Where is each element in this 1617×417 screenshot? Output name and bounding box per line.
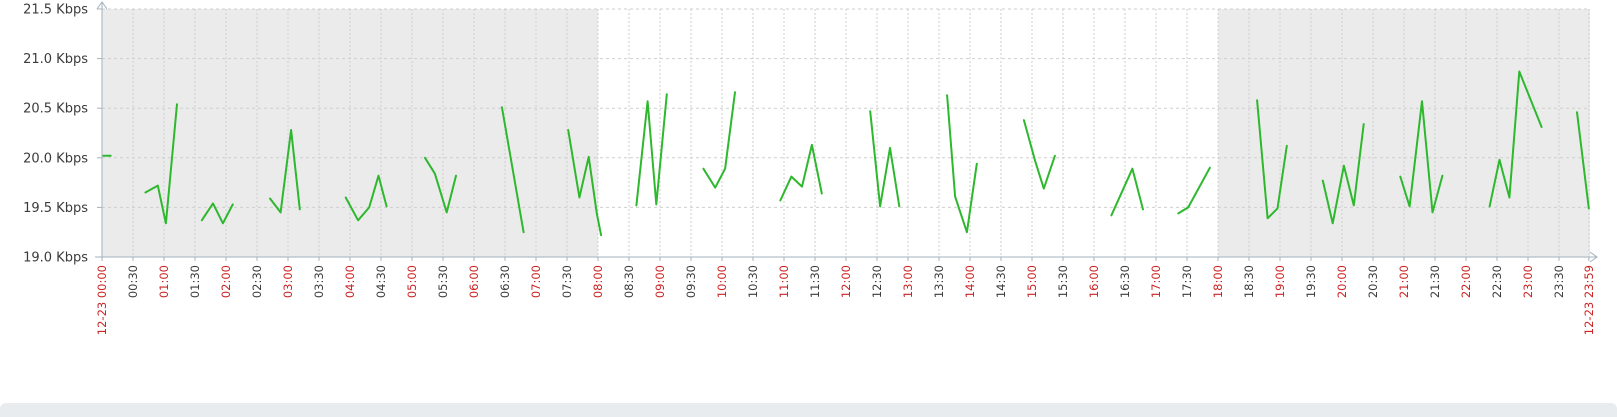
x-tick-label: 01:00 <box>157 265 171 298</box>
x-tick-label: 12:00 <box>839 265 853 298</box>
x-tick-label: 20:00 <box>1335 265 1349 298</box>
x-tick-label: 11:30 <box>808 265 822 298</box>
x-tick-label: 06:30 <box>498 265 512 298</box>
axes <box>95 1 1598 263</box>
x-tick-label: 13:30 <box>932 265 946 298</box>
x-tick-label: 12-23 00:00 <box>95 265 109 335</box>
x-tick-label: 09:00 <box>653 265 667 298</box>
x-tick-label: 11:00 <box>777 265 791 298</box>
x-tick-label: 17:00 <box>1149 265 1163 298</box>
x-tick-label: 19:00 <box>1273 265 1287 298</box>
x-tick-label: 15:30 <box>1056 265 1070 298</box>
x-tick-label: 02:00 <box>219 265 233 298</box>
x-tick-label: 14:30 <box>994 265 1008 298</box>
series-line <box>102 70 1590 237</box>
legend: 26600) Bits received [все] посл 19.5 Kbp… <box>0 340 1617 402</box>
x-axis-labels: 12-23 00:00 00:30 01:00 01:30 02:00 02:30 03:0… <box>95 265 1596 335</box>
y-tick-label: 19.5 Kbps <box>23 201 88 216</box>
x-tick-label: 10:00 <box>715 265 729 298</box>
y-tick-label: 20.0 Kbps <box>23 151 88 166</box>
x-tick-label: 14:00 <box>963 265 977 298</box>
x-tick-label: 06:00 <box>467 265 481 298</box>
x-tick-label: 04:00 <box>343 265 357 298</box>
x-tick-label: 07:00 <box>529 265 543 298</box>
x-tick-label: 00:30 <box>126 265 140 298</box>
x-tick-label: 22:30 <box>1490 265 1504 298</box>
x-tick-label: 01:30 <box>188 265 202 298</box>
y-axis-arrow-icon <box>96 1 108 10</box>
x-tick-label: 18:00 <box>1211 265 1225 298</box>
y-tick-label: 19.0 Kbps <box>23 251 88 266</box>
x-tick-label: 18:30 <box>1242 265 1256 298</box>
x-tick-label: 23:00 <box>1521 265 1535 298</box>
x-axis-arrow-icon <box>1589 251 1598 263</box>
x-tick-label: 07:30 <box>560 265 574 298</box>
y-axis-labels: 21.5 Kbps 21.0 Kbps 20.5 Kbps 20.0 Kbps 19.5… <box>23 3 88 266</box>
x-tick-label: 20:30 <box>1366 265 1380 298</box>
x-tick-label: 09:30 <box>684 265 698 298</box>
x-tick-label: 03:00 <box>281 265 295 298</box>
x-tick-label: 22:00 <box>1459 265 1473 298</box>
y-tick-label: 20.5 Kbps <box>23 102 88 117</box>
x-tick-label: 10:30 <box>746 265 760 298</box>
y-tick-label: 21.0 Kbps <box>23 52 88 67</box>
x-tick-label: 08:00 <box>591 265 605 298</box>
x-tick-label: 05:00 <box>405 265 419 298</box>
time-series-chart[interactable]: 21.5 Kbps 21.0 Kbps 20.5 Kbps 20.0 Kbps 19.5… <box>0 0 1617 345</box>
x-tick-label: 04:30 <box>374 265 388 298</box>
x-tick-label: 03:30 <box>312 265 326 298</box>
x-tick-label: 12-23 23:59 <box>1582 265 1596 335</box>
x-tick-label: 21:30 <box>1428 265 1442 298</box>
x-tick-label: 05:30 <box>436 265 450 298</box>
x-tick-label: 16:30 <box>1118 265 1132 298</box>
x-tick-label: 15:00 <box>1025 265 1039 298</box>
x-tick-label: 13:00 <box>901 265 915 298</box>
x-tick-label: 23:30 <box>1552 265 1566 298</box>
x-tick-label: 02:30 <box>250 265 264 298</box>
x-tick-label: 21:00 <box>1397 265 1411 298</box>
x-tick-label: 12:30 <box>870 265 884 298</box>
next-panel-edge <box>0 403 1617 417</box>
x-tick-label: 19:30 <box>1304 265 1318 298</box>
x-tick-label: 08:30 <box>622 265 636 298</box>
y-tick-label: 21.5 Kbps <box>23 3 88 18</box>
x-tick-label: 17:30 <box>1180 265 1194 298</box>
x-tick-label: 16:00 <box>1087 265 1101 298</box>
